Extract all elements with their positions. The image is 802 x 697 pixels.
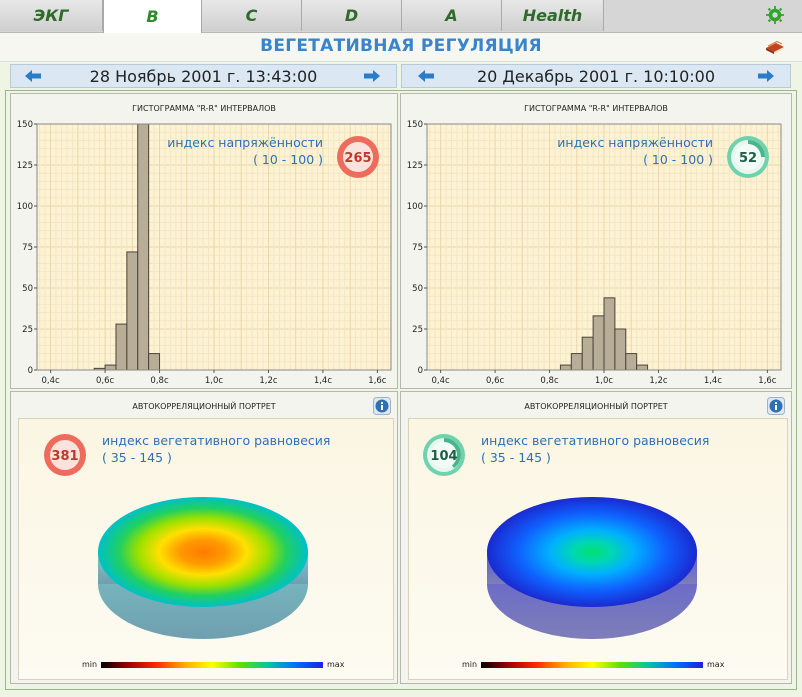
- x-tick-label: 0,4c: [432, 376, 451, 386]
- balance-value: 381: [51, 449, 78, 464]
- x-tick-label: 1,4c: [314, 376, 333, 386]
- info-icon[interactable]: [767, 397, 785, 415]
- x-tick-label: 1,2c: [259, 376, 278, 386]
- tension-badge: 265: [337, 136, 379, 178]
- x-tick-label: 1,4c: [704, 376, 723, 386]
- prev-arrow-icon[interactable]: [418, 70, 434, 82]
- left-date: 28 Ноябрь 2001 г. 13:43:00: [89, 67, 318, 86]
- tab-ekg[interactable]: ЭКГ: [0, 0, 103, 31]
- histogram-bar: [104, 364, 117, 371]
- next-arrow-icon[interactable]: [758, 70, 774, 82]
- left-portrait-panel: АВТОКОРРЕЛЯЦИОННЫЙ ПОРТРЕТ: [10, 391, 398, 684]
- x-tick-label: 1,0c: [595, 376, 614, 386]
- histogram-bar: [148, 353, 161, 371]
- histogram-bar: [570, 353, 583, 371]
- tension-range: ( 10 - 100 ): [253, 152, 323, 167]
- right-portrait-panel: АВТОКОРРЕЛЯЦИОННЫЙ ПОРТРЕТ: [400, 391, 792, 684]
- left-histogram-panel: ГИСТОГРАММА "R-R" ИНТЕРВАЛОВ 0 25 50 75 100 1…: [10, 93, 398, 389]
- tension-value: 52: [739, 151, 757, 166]
- portrait-title: АВТОКОРРЕЛЯЦИОННЫЙ ПОРТРЕТ: [524, 402, 668, 411]
- x-tick-label: 0,8c: [540, 376, 559, 386]
- y-tick-label: 0: [418, 366, 423, 376]
- balance-value: 104: [430, 449, 457, 464]
- color-scale-bar: [481, 662, 703, 668]
- book-icon[interactable]: [764, 38, 786, 56]
- next-arrow-icon[interactable]: [364, 70, 380, 82]
- color-scale-bar: [101, 662, 323, 668]
- tab-b[interactable]: B: [103, 0, 202, 33]
- right-histogram-panel: ГИСТОГРАММА "R-R" ИНТЕРВАЛОВ 0 25 50 75 100 1…: [400, 93, 792, 389]
- histogram-bar: [614, 328, 627, 371]
- autocorrelation-disc: [487, 497, 697, 639]
- x-tick-label: 0,4c: [42, 376, 61, 386]
- y-tick-label: 150: [407, 120, 423, 130]
- y-tick-label: 150: [17, 120, 33, 130]
- portrait-area: индекс вегетативного равновесия ( 35 - 1…: [408, 418, 788, 680]
- tab-d[interactable]: D: [302, 0, 402, 31]
- left-histogram-chart: 0 25 50 75 100 125 150 0,4c 0,6c 0,8c 1,0c 1,2c 1,4c…: [17, 120, 392, 386]
- x-tick-label: 0,6c: [96, 376, 115, 386]
- histogram-title: ГИСТОГРАММА "R-R" ИНТЕРВАЛОВ: [524, 104, 668, 113]
- histogram-bar: [625, 353, 638, 371]
- y-tick-label: 0: [28, 366, 33, 376]
- tension-range: ( 10 - 100 ): [643, 152, 713, 167]
- histogram-bar: [126, 251, 139, 371]
- portrait-area: индекс вегетативного равновесия ( 35 - 1…: [18, 418, 394, 680]
- gear-icon[interactable]: [766, 6, 784, 24]
- tension-value: 265: [344, 151, 371, 166]
- x-tick-label: 1,0c: [205, 376, 224, 386]
- y-tick-label: 50: [412, 284, 423, 294]
- x-tick-label: 0,6c: [486, 376, 505, 386]
- info-icon[interactable]: [373, 397, 391, 415]
- right-date-bar: 20 Декабрь 2001 г. 10:10:00: [401, 64, 791, 88]
- y-tick-label: 50: [22, 284, 33, 294]
- histogram-bar: [603, 297, 616, 371]
- y-tick-label: 100: [17, 202, 33, 212]
- y-tick-label: 25: [412, 325, 423, 335]
- tension-label: индекс напряжённости: [557, 135, 713, 150]
- tab-health[interactable]: Health: [502, 0, 604, 31]
- balance-range: ( 35 - 145 ): [102, 450, 172, 465]
- tab-a[interactable]: A: [402, 0, 502, 31]
- tension-badge: 52: [727, 136, 769, 178]
- x-tick-label: 0,8c: [150, 376, 169, 386]
- scale-max-label: max: [707, 660, 725, 669]
- x-tick-label: 1,2c: [649, 376, 668, 386]
- tab-c[interactable]: C: [202, 0, 302, 31]
- tension-label: индекс напряжённости: [167, 135, 323, 150]
- prev-arrow-icon[interactable]: [25, 70, 41, 82]
- balance-range: ( 35 - 145 ): [481, 450, 551, 465]
- histogram-bar: [559, 364, 572, 371]
- autocorrelation-disc: [98, 497, 308, 639]
- scale-min-label: min: [462, 660, 478, 669]
- right-date: 20 Декабрь 2001 г. 10:10:00: [476, 67, 716, 86]
- tab-bar: ЭКГ B C D A Health: [0, 0, 802, 33]
- histogram-bar: [115, 323, 128, 371]
- histogram-bar: [592, 315, 605, 371]
- y-tick-label: 25: [22, 325, 33, 335]
- scale-min-label: min: [82, 660, 98, 669]
- y-tick-label: 75: [412, 243, 423, 253]
- y-tick-label: 125: [17, 161, 33, 171]
- balance-label: индекс вегетативного равновесия: [102, 433, 331, 448]
- histogram-bar: [581, 336, 594, 371]
- y-tick-label: 100: [407, 202, 423, 212]
- portrait-title: АВТОКОРРЕЛЯЦИОННЫЙ ПОРТРЕТ: [132, 402, 276, 411]
- x-tick-label: 1,6c: [368, 376, 387, 386]
- title-bar: ВЕГЕТАТИВНАЯ РЕГУЛЯЦИЯ: [0, 33, 802, 62]
- page-title: ВЕГЕТАТИВНАЯ РЕГУЛЯЦИЯ: [260, 36, 542, 56]
- x-tick-label: 1,6c: [758, 376, 777, 386]
- scale-max-label: max: [327, 660, 345, 669]
- right-histogram-chart: 0 25 50 75 100 125 150 0,4c 0,6c 0,8c 1,0c 1,2c 1,4c…: [407, 120, 782, 386]
- y-tick-label: 75: [22, 243, 33, 253]
- content-frame: [5, 90, 797, 690]
- y-tick-label: 125: [407, 161, 423, 171]
- balance-label: индекс вегетативного равновесия: [481, 433, 710, 448]
- histogram-bar: [137, 123, 150, 371]
- balance-badge: 381: [44, 434, 86, 476]
- balance-badge: 104: [423, 434, 465, 476]
- left-date-bar: 28 Ноябрь 2001 г. 13:43:00: [10, 64, 397, 88]
- histogram-bar: [636, 364, 649, 371]
- histogram-title: ГИСТОГРАММА "R-R" ИНТЕРВАЛОВ: [132, 104, 276, 113]
